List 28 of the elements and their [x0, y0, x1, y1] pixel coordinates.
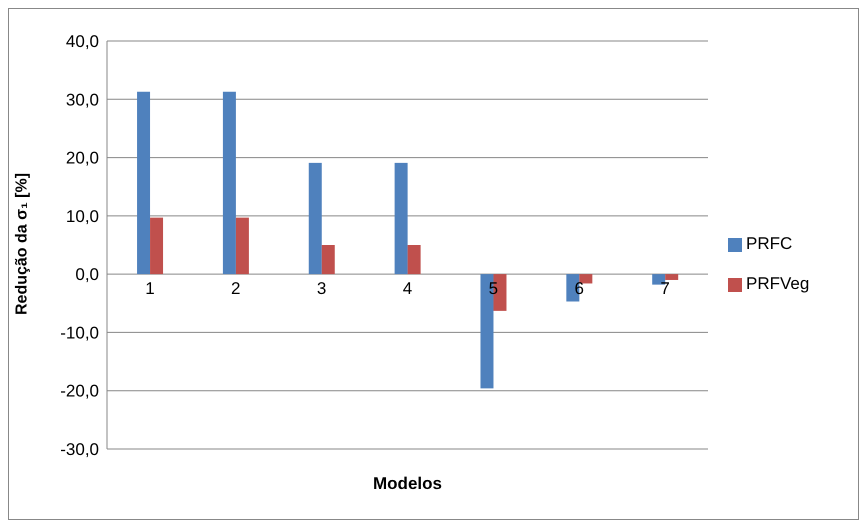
bar: [322, 245, 335, 274]
bar: [665, 274, 678, 280]
bar: [408, 245, 421, 274]
x-tick-label: 7: [660, 279, 670, 298]
y-tick-label: 30,0: [66, 90, 99, 110]
y-tick-label: -20,0: [60, 382, 99, 401]
y-tick-label: 20,0: [66, 148, 99, 168]
y-tick-label: 10,0: [66, 206, 99, 226]
x-tick-label: 4: [402, 279, 412, 298]
x-tick-label: 5: [488, 279, 498, 298]
legend-label: PRFC: [746, 234, 792, 253]
y-tick-label: -10,0: [60, 323, 99, 342]
x-tick-label: 2: [231, 279, 241, 298]
bar: [137, 92, 150, 274]
x-axis-title: Modelos: [373, 474, 442, 493]
bar: [579, 274, 592, 284]
bar: [150, 218, 164, 274]
bar: [394, 162, 408, 274]
legend-label: PRFVeg: [746, 274, 810, 293]
x-tick-label: 3: [316, 279, 326, 298]
bar: [236, 218, 249, 274]
bar: [222, 92, 236, 274]
bar: [308, 162, 322, 274]
x-tick-label: 1: [145, 279, 155, 298]
y-axis-title: Redução da σ₁ [%]: [14, 172, 31, 315]
y-tick-label: -30,0: [60, 440, 99, 460]
y-tick-label: 0,0: [75, 265, 99, 284]
y-tick-label: 40,0: [66, 32, 99, 52]
